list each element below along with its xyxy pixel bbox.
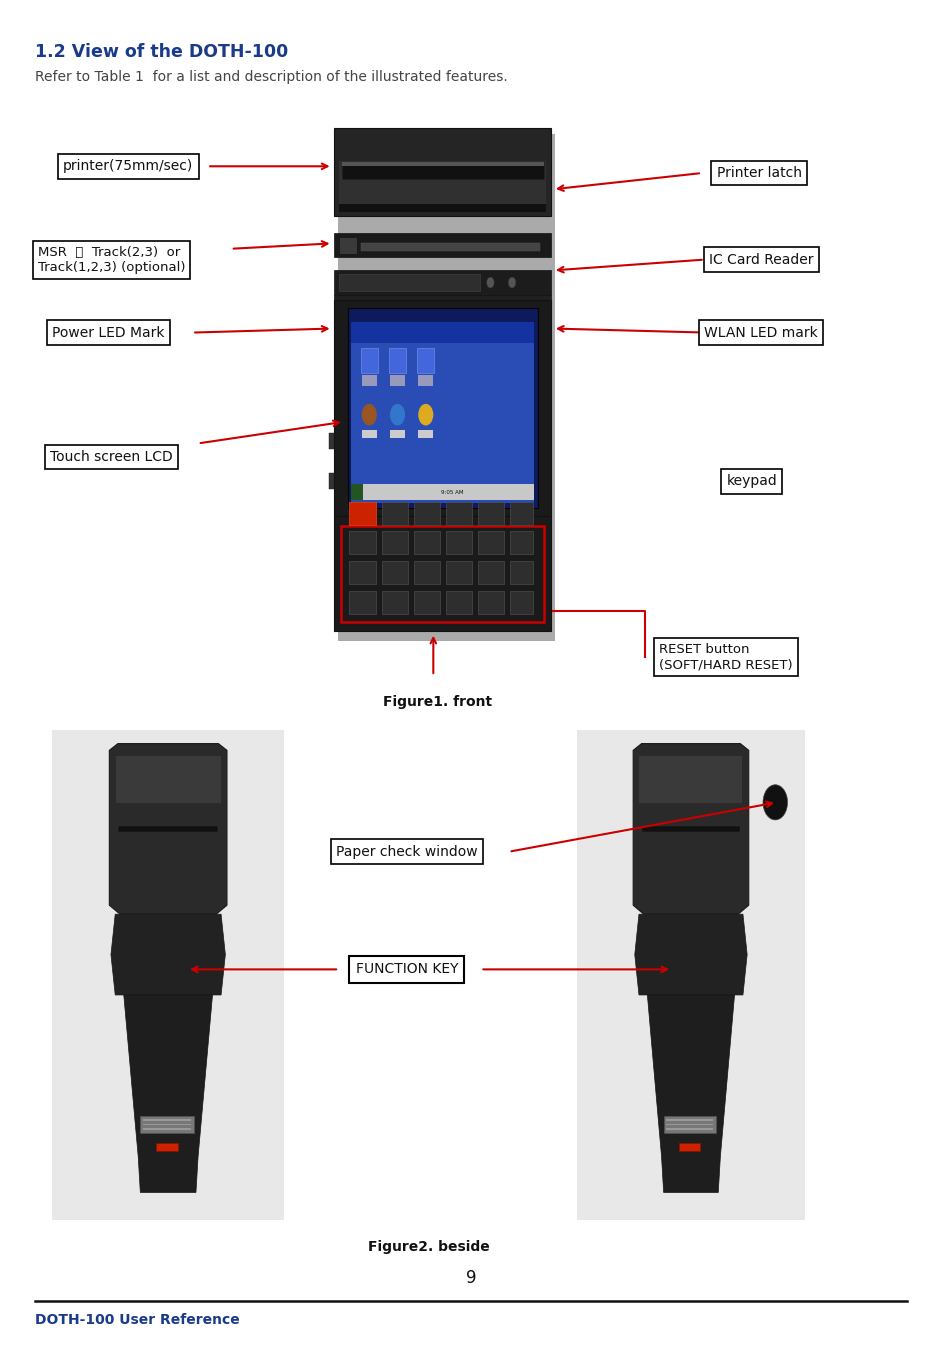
Text: Figure1. front: Figure1. front — [383, 695, 493, 708]
Bar — [334, 295, 551, 300]
Bar — [342, 162, 544, 166]
Bar — [382, 591, 408, 614]
Polygon shape — [647, 995, 735, 1192]
Circle shape — [418, 404, 433, 426]
Text: RESET button
(SOFT/HARD RESET): RESET button (SOFT/HARD RESET) — [659, 644, 793, 671]
Bar — [340, 238, 357, 254]
Bar — [446, 561, 472, 584]
Text: DOTH-100 User Reference: DOTH-100 User Reference — [35, 1313, 239, 1326]
Bar — [349, 591, 376, 614]
Bar — [389, 349, 406, 373]
Text: Touch screen LCD: Touch screen LCD — [50, 450, 172, 464]
Bar — [510, 561, 533, 584]
Bar — [351, 484, 534, 500]
Circle shape — [763, 784, 788, 819]
Bar — [362, 430, 377, 438]
Bar — [334, 300, 551, 516]
Text: Figure2. beside: Figure2. beside — [367, 1240, 490, 1253]
Bar — [446, 591, 472, 614]
Bar — [341, 526, 544, 622]
Bar — [116, 756, 220, 803]
Polygon shape — [123, 995, 213, 1192]
Polygon shape — [633, 744, 749, 914]
Bar — [414, 531, 440, 554]
Bar — [349, 502, 376, 525]
Bar — [446, 531, 472, 554]
Bar — [640, 756, 742, 803]
Bar — [339, 204, 546, 212]
Bar — [390, 376, 405, 387]
Bar — [351, 484, 363, 500]
Bar — [510, 591, 533, 614]
Bar — [446, 502, 472, 525]
Bar — [382, 561, 408, 584]
Bar — [334, 128, 551, 216]
Bar — [510, 531, 533, 554]
Bar — [418, 430, 433, 438]
Text: Printer latch: Printer latch — [717, 166, 802, 180]
Circle shape — [362, 404, 377, 426]
Bar — [414, 561, 440, 584]
Text: Power LED Mark: Power LED Mark — [52, 326, 165, 339]
Polygon shape — [111, 914, 225, 995]
Text: MSR  ：  Track(2,3)  or
Track(1,2,3) (optional): MSR ： Track(2,3) or Track(1,2,3) (option… — [38, 246, 186, 273]
Bar — [679, 1142, 701, 1151]
Bar — [334, 233, 551, 257]
Bar — [510, 502, 533, 525]
Bar — [338, 134, 555, 641]
Text: 9:05 AM: 9:05 AM — [441, 489, 463, 495]
Bar — [334, 270, 551, 295]
Bar — [478, 561, 504, 584]
Bar — [362, 376, 377, 387]
Bar — [414, 502, 440, 525]
Bar — [414, 591, 440, 614]
Bar — [351, 322, 534, 503]
Text: Refer to Table 1  for a list and description of the illustrated features.: Refer to Table 1 for a list and descript… — [35, 70, 508, 84]
Bar — [349, 502, 376, 525]
Bar — [478, 531, 504, 554]
Text: printer(75mm/sec): printer(75mm/sec) — [63, 160, 193, 173]
Bar — [478, 591, 504, 614]
Text: IC Card Reader: IC Card Reader — [709, 253, 813, 266]
Bar — [339, 274, 479, 291]
Circle shape — [390, 404, 405, 426]
Text: Paper check window: Paper check window — [336, 845, 478, 859]
Bar — [478, 502, 504, 525]
Bar — [390, 430, 405, 438]
Text: WLAN LED mark: WLAN LED mark — [705, 326, 818, 339]
Polygon shape — [109, 744, 227, 914]
Text: keypad: keypad — [726, 475, 777, 488]
Bar — [339, 161, 546, 210]
Bar — [351, 322, 534, 343]
Bar — [140, 1117, 194, 1133]
Bar — [329, 433, 334, 449]
Text: FUNCTION KEY: FUNCTION KEY — [356, 963, 458, 976]
Bar — [349, 561, 376, 584]
Bar — [361, 349, 378, 373]
Bar — [417, 349, 434, 373]
Polygon shape — [635, 914, 747, 995]
Bar — [361, 243, 540, 251]
Circle shape — [509, 277, 516, 288]
Bar — [642, 826, 740, 833]
Circle shape — [487, 277, 495, 288]
Bar — [334, 516, 551, 631]
Bar — [349, 531, 376, 554]
Text: 1.2 View of the DOTH-100: 1.2 View of the DOTH-100 — [35, 43, 288, 61]
Bar — [664, 1117, 716, 1133]
Bar — [156, 1142, 178, 1151]
Text: 9: 9 — [465, 1268, 477, 1287]
Bar — [329, 473, 334, 489]
Bar — [382, 531, 408, 554]
Bar — [577, 730, 805, 1220]
Bar — [118, 826, 219, 833]
Bar — [342, 162, 544, 180]
Bar — [348, 308, 538, 508]
Bar — [52, 730, 284, 1220]
Bar — [382, 502, 408, 525]
Bar — [418, 376, 433, 387]
